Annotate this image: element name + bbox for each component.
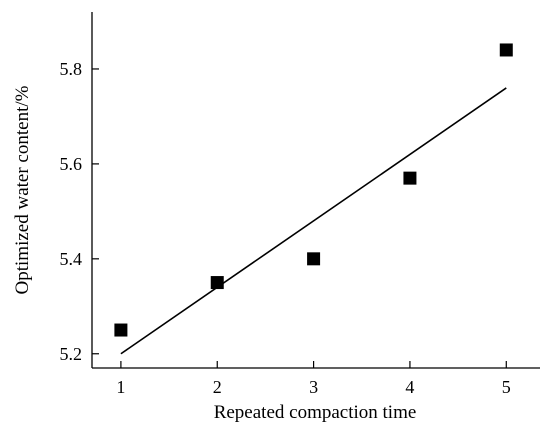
- data-point-0-1: [210, 276, 224, 290]
- data-point-0-4: [499, 43, 513, 57]
- x-axis-title: Repeated compaction time: [214, 402, 417, 423]
- x-tick-label-2: 3: [309, 377, 318, 397]
- y-axis-ticks: 5.2 5.4 5.6 5.8: [60, 59, 99, 364]
- data-point-0-2: [307, 252, 321, 266]
- fit-line: [120, 87, 507, 355]
- x-axis-ticks: 1 2 3 4 5: [116, 361, 511, 397]
- x-tick-label-0: 1: [116, 377, 125, 397]
- data-point-0-3: [403, 171, 417, 185]
- data-point-0-0: [114, 323, 128, 337]
- y-tick-label-0: 5.2: [60, 344, 83, 364]
- y-tick-label-1: 5.4: [60, 249, 83, 269]
- x-tick-label-4: 5: [502, 377, 511, 397]
- x-tick-label-1: 2: [213, 377, 222, 397]
- data-points: [114, 43, 513, 337]
- fit-line-layer: [120, 87, 507, 355]
- y-axis-title: Optimized water content/%: [12, 85, 33, 294]
- x-tick-label-3: 4: [405, 377, 414, 397]
- y-tick-label-3: 5.8: [60, 59, 83, 79]
- y-tick-label-2: 5.6: [60, 154, 83, 174]
- plot-area: 5.2 5.4 5.6 5.8 1 2 3 4 5: [60, 12, 540, 397]
